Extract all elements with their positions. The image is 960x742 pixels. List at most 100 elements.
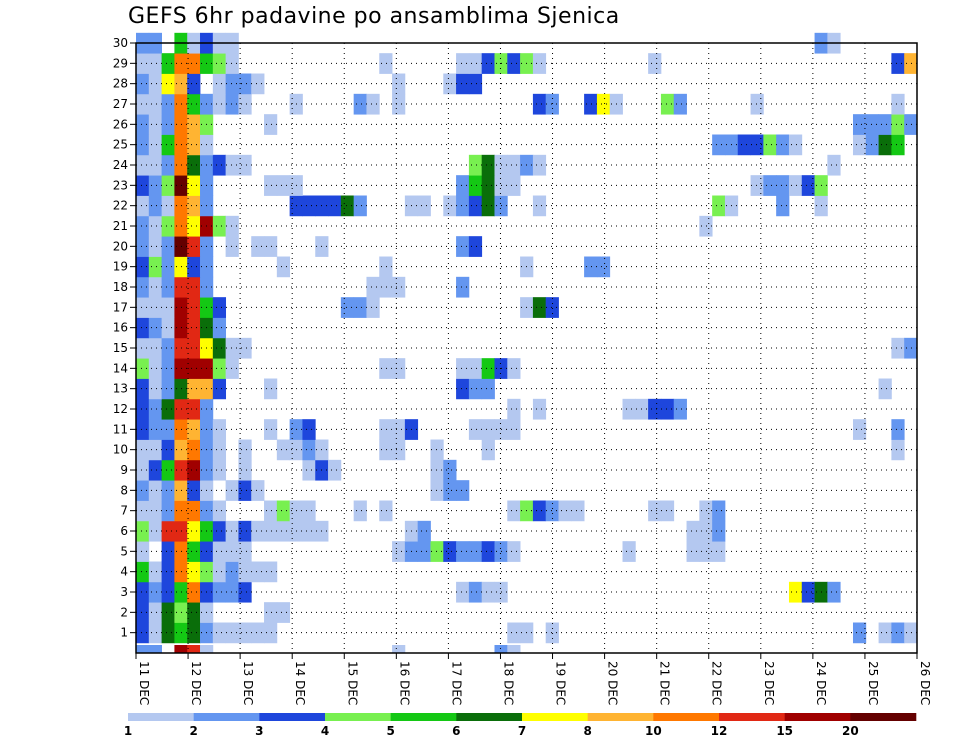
heatmap-cell — [187, 520, 201, 542]
x-tick-label: 23 DEC — [762, 661, 776, 705]
colorbar-segment — [587, 713, 654, 721]
x-tick-label: 22 DEC — [710, 661, 724, 705]
heatmap-cell — [456, 480, 470, 501]
heatmap-cell — [891, 419, 905, 440]
heatmap-cell — [366, 93, 380, 115]
heatmap-cell — [148, 134, 162, 156]
heatmap-cell — [136, 337, 150, 359]
heatmap-cell — [686, 541, 700, 562]
heatmap-cell — [468, 195, 483, 217]
heatmap-cell — [212, 73, 227, 95]
heatmap-cell — [148, 398, 162, 420]
heatmap-cell — [136, 317, 150, 339]
heatmap-cell — [264, 378, 278, 400]
heatmap-cell — [161, 419, 175, 440]
heatmap-cell — [136, 541, 150, 562]
colorbar-label: 8 — [583, 724, 591, 738]
heatmap-cell — [148, 297, 162, 318]
heatmap-cell — [136, 602, 150, 623]
heatmap-cell — [187, 500, 201, 522]
heatmap-cell — [136, 480, 150, 501]
heatmap-cell — [481, 175, 495, 196]
heatmap-cell — [212, 215, 227, 237]
heatmap-cell — [212, 317, 227, 339]
heatmap-cell — [136, 645, 150, 654]
heatmap-cell — [750, 93, 764, 115]
heatmap-cell — [187, 398, 201, 420]
heatmap-cell — [827, 154, 841, 176]
heatmap-cell — [532, 195, 547, 217]
heatmap-cell — [148, 622, 162, 644]
y-tick-label: 26 — [113, 117, 128, 131]
heatmap-cell — [763, 175, 777, 196]
heatmap-cell — [443, 195, 457, 217]
heatmap-cell — [238, 439, 252, 461]
heatmap-cell — [161, 134, 175, 156]
heatmap-cell — [148, 645, 162, 654]
x-tick-label: 17 DEC — [449, 661, 463, 705]
heatmap-cell — [225, 73, 239, 95]
heatmap-cell — [430, 459, 444, 481]
heatmap-cell — [225, 358, 239, 379]
heatmap-cell — [456, 175, 470, 196]
heatmap-cell — [456, 358, 470, 379]
heatmap-cell — [481, 154, 495, 176]
heatmap-cell — [264, 520, 278, 542]
heatmap-cell — [187, 175, 201, 196]
heatmap-cell — [161, 480, 175, 501]
heatmap-cell — [891, 439, 905, 461]
heatmap-cell — [456, 378, 470, 400]
heatmap-cell — [584, 93, 598, 115]
heatmap-cell — [225, 93, 239, 115]
heatmap-cell — [187, 154, 201, 176]
heatmap-cell — [878, 114, 892, 135]
heatmap-cell — [507, 419, 521, 440]
heatmap-cell — [699, 541, 713, 562]
heatmap-cell — [136, 256, 150, 278]
heatmap-cell — [161, 53, 175, 74]
heatmap-cell — [187, 581, 201, 603]
y-tick-label: 27 — [113, 97, 128, 111]
heatmap-cell — [187, 459, 201, 481]
colorbar-segment — [522, 713, 588, 721]
heatmap-cell — [468, 378, 483, 400]
colorbar-label: 15 — [776, 724, 793, 738]
heatmap-cell — [136, 73, 150, 95]
heatmap-cell — [468, 541, 483, 562]
heatmap-cell — [379, 256, 393, 278]
y-tick-label: 14 — [113, 361, 128, 375]
heatmap-cell — [430, 480, 444, 501]
heatmap-cell — [136, 175, 150, 196]
heatmap-cell — [660, 93, 675, 115]
colorbar-segment — [193, 713, 260, 721]
heatmap-cell — [852, 622, 867, 644]
x-tick-label: 12 DEC — [189, 661, 203, 705]
heatmap-cell — [456, 73, 470, 95]
heatmap-cell — [379, 500, 393, 522]
heatmap-cell — [148, 500, 162, 522]
heatmap-cell — [148, 439, 162, 461]
heatmap-cell — [712, 541, 726, 562]
heatmap-cell — [187, 561, 201, 583]
y-tick-label: 25 — [113, 138, 128, 152]
heatmap-cell — [507, 154, 521, 176]
heatmap-cell — [136, 297, 150, 318]
heatmap-cell — [276, 520, 291, 542]
heatmap-cell — [545, 622, 559, 644]
heatmap-cell — [187, 419, 201, 440]
y-axis-ticks: 1234567891011121314151617181920212223242… — [113, 36, 136, 640]
heatmap-cell — [865, 114, 879, 135]
heatmap-cell — [161, 500, 175, 522]
y-tick-label: 10 — [113, 443, 128, 457]
heatmap-cell — [596, 256, 611, 278]
heatmap-cell — [878, 622, 892, 644]
heatmap-cell — [161, 215, 175, 237]
heatmap-cell — [737, 134, 751, 156]
heatmap-cell — [136, 134, 150, 156]
heatmap-cell — [417, 541, 431, 562]
heatmap-cell — [225, 520, 239, 542]
heatmap-cell — [225, 581, 239, 603]
heatmap-cell — [302, 520, 316, 542]
heatmap-cell — [212, 520, 227, 542]
heatmap-cell — [379, 53, 393, 74]
